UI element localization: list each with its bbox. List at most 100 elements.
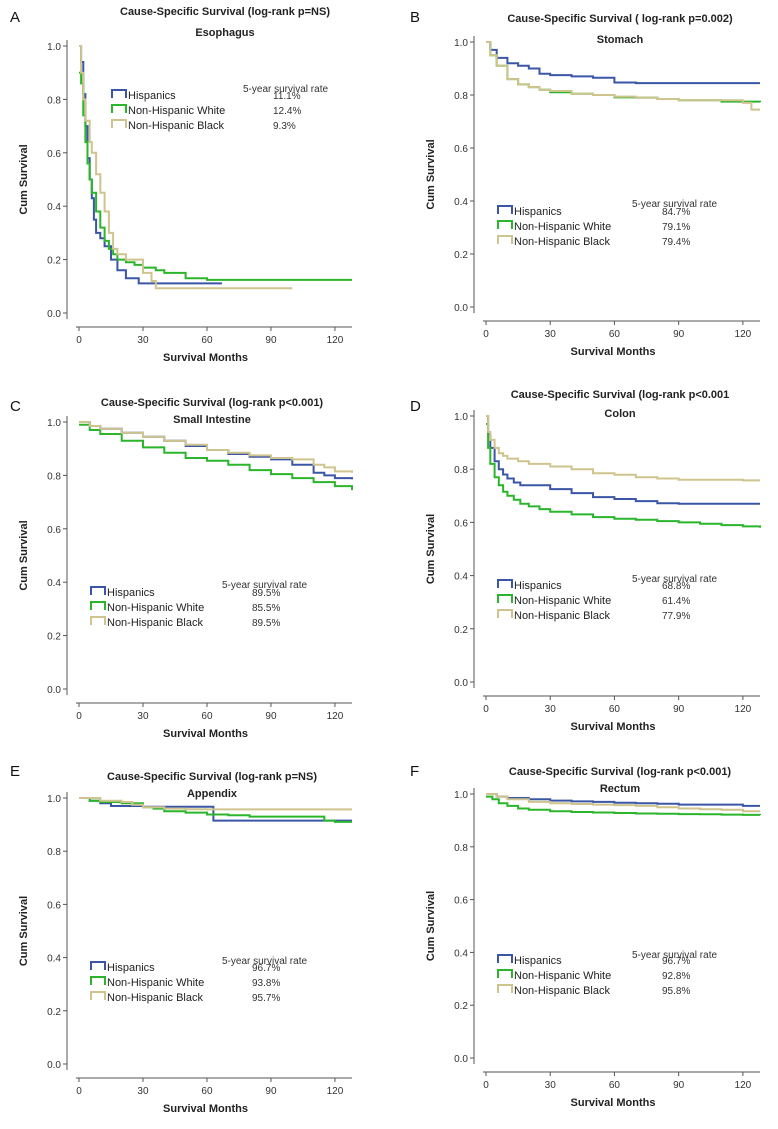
legend-rate: 79.1%	[662, 222, 690, 233]
survival-curve-hispanics	[79, 45, 222, 285]
legend-swatch-nhw	[90, 976, 106, 985]
survival-chart-f: F Cause-Specific Survival (log-rank p<0.0…	[410, 763, 761, 1109]
x-tick-label: 30	[545, 1080, 557, 1091]
legend-swatch-nhw	[111, 104, 127, 113]
survival-chart-a: A Cause-Specific Survival (log-rank p=NS)…	[10, 6, 352, 364]
x-tick-label: 90	[265, 711, 277, 722]
chart-title: Cause-Specific Survival (log-rank p<0.00…	[101, 397, 324, 409]
y-tick-label: 0.0	[47, 685, 61, 696]
legend-title: 5-year survival rate	[632, 950, 717, 961]
y-tick-label: 0.8	[454, 843, 468, 854]
x-axis-title: Survival Months	[571, 721, 656, 733]
legend: 5-year survival rate Hispanics 11.1% Non-Hi…	[111, 84, 328, 132]
legend: 5-year survival rate Hispanics 84.7% Non-Hi…	[497, 199, 717, 248]
y-axis-title: Cum Survival	[18, 520, 30, 590]
survival-curve-nhb	[486, 793, 760, 813]
y-axis-title: Cum Survival	[425, 139, 437, 209]
legend-label: Non-Hispanic Black	[514, 610, 610, 622]
y-tick-label: 0.0	[454, 303, 468, 314]
chart-title: Cause-Specific Survival (log-rank p<0.00…	[509, 766, 732, 778]
y-tick-label: 1.0	[454, 790, 468, 801]
legend-swatch-hispanics	[90, 961, 106, 970]
legend-rate: 92.8%	[662, 971, 690, 982]
survival-curve-nhb	[79, 797, 352, 811]
legend-title: 5-year survival rate	[222, 580, 307, 591]
survival-curve-nhw	[79, 423, 353, 491]
y-tick-label: 0.2	[47, 1007, 61, 1018]
y-tick-label: 1.0	[47, 42, 61, 53]
legend-label: Non-Hispanic White	[107, 602, 204, 614]
legend-label: Non-Hispanic White	[128, 105, 225, 117]
legend-rate: 93.8%	[252, 978, 280, 989]
legend-rate: 84.7%	[662, 207, 690, 218]
y-tick-label: 0.4	[454, 948, 468, 959]
x-tick-label: 60	[201, 335, 213, 346]
y-tick-label: 0.0	[47, 1060, 61, 1071]
y-tick-label: 0.8	[47, 847, 61, 858]
x-tick-label: 90	[673, 704, 685, 715]
x-tick-label: 30	[137, 1086, 149, 1097]
legend-label: Non-Hispanic Black	[107, 992, 203, 1004]
y-tick-label: 0.2	[454, 250, 468, 261]
legend-swatch-hispanics	[90, 586, 106, 595]
legend: 5-year survival rate Hispanics 89.5% Non-Hi…	[90, 580, 307, 629]
legend-label: Hispanics	[107, 587, 155, 599]
chart-subtitle: Appendix	[187, 788, 238, 800]
y-axis-title: Cum Survival	[18, 144, 30, 214]
y-tick-label: 0.2	[47, 256, 61, 267]
survival-chart-d: D Cause-Specific Survival (log-rank p<0.0…	[410, 389, 761, 733]
legend-swatch-nhb	[90, 616, 106, 625]
x-axis-title: Survival Months	[571, 1097, 656, 1109]
legend: 5-year survival rate Hispanics 68.8% Non-Hi…	[497, 574, 717, 622]
legend-rate: 95.8%	[662, 986, 690, 997]
legend-rate: 95.7%	[252, 993, 280, 1004]
legend-title: 5-year survival rate	[243, 84, 328, 95]
legend-label: Hispanics	[514, 580, 562, 592]
survival-chart-b: B Cause-Specific Survival ( log-rank p=0.…	[410, 9, 761, 358]
legend-rate: 61.4%	[662, 596, 690, 607]
legend-swatch-nhw	[90, 601, 106, 610]
legend-rate: 9.3%	[273, 121, 296, 132]
survival-chart-e: E Cause-Specific Survival (log-rank p=NS)…	[10, 763, 352, 1115]
panel-label: A	[10, 9, 20, 26]
survival-curve-nhw	[486, 41, 761, 103]
legend-title: 5-year survival rate	[632, 574, 717, 585]
legend-rate: 85.5%	[252, 603, 280, 614]
x-tick-label: 60	[609, 329, 621, 340]
y-tick-label: 0.4	[47, 954, 61, 965]
x-tick-label: 0	[76, 1086, 82, 1097]
y-tick-label: 0.6	[47, 900, 61, 911]
x-tick-label: 60	[201, 1086, 213, 1097]
y-tick-label: 0.4	[47, 202, 61, 213]
x-tick-label: 60	[609, 704, 621, 715]
x-tick-label: 90	[673, 1080, 685, 1091]
x-tick-label: 120	[735, 1080, 752, 1091]
y-tick-label: 0.6	[47, 525, 61, 536]
legend-rate: 89.5%	[252, 618, 280, 629]
survival-curve-nhw	[79, 71, 352, 281]
chart-subtitle: Stomach	[597, 34, 644, 46]
survival-curve-nhw	[486, 795, 761, 816]
legend-rate: 68.8%	[662, 581, 690, 592]
legend-label: Hispanics	[514, 955, 562, 967]
legend-swatch-nhw	[497, 220, 513, 229]
y-tick-label: 0.0	[454, 678, 468, 689]
panel-label: B	[410, 9, 420, 26]
x-tick-label: 120	[327, 1086, 344, 1097]
y-tick-label: 0.6	[454, 518, 468, 529]
y-tick-label: 0.8	[47, 95, 61, 106]
x-tick-label: 120	[735, 329, 752, 340]
survival-curve-nhw	[79, 797, 352, 823]
y-tick-label: 0.2	[47, 632, 61, 643]
y-axis-title: Cum Survival	[425, 514, 437, 584]
y-tick-label: 0.6	[47, 149, 61, 160]
y-tick-label: 0.6	[454, 896, 468, 907]
chart-title: Cause-Specific Survival (log-rank p=NS)	[120, 6, 330, 18]
chart-title: Cause-Specific Survival ( log-rank p=0.0…	[507, 13, 733, 25]
legend-title: 5-year survival rate	[222, 956, 307, 967]
survival-curve-hispanics	[486, 793, 760, 807]
y-tick-label: 1.0	[454, 412, 468, 423]
chart-title: Cause-Specific Survival (log-rank p<0.00…	[511, 389, 730, 401]
panel-label: D	[410, 398, 421, 415]
y-tick-label: 0.0	[454, 1054, 468, 1065]
